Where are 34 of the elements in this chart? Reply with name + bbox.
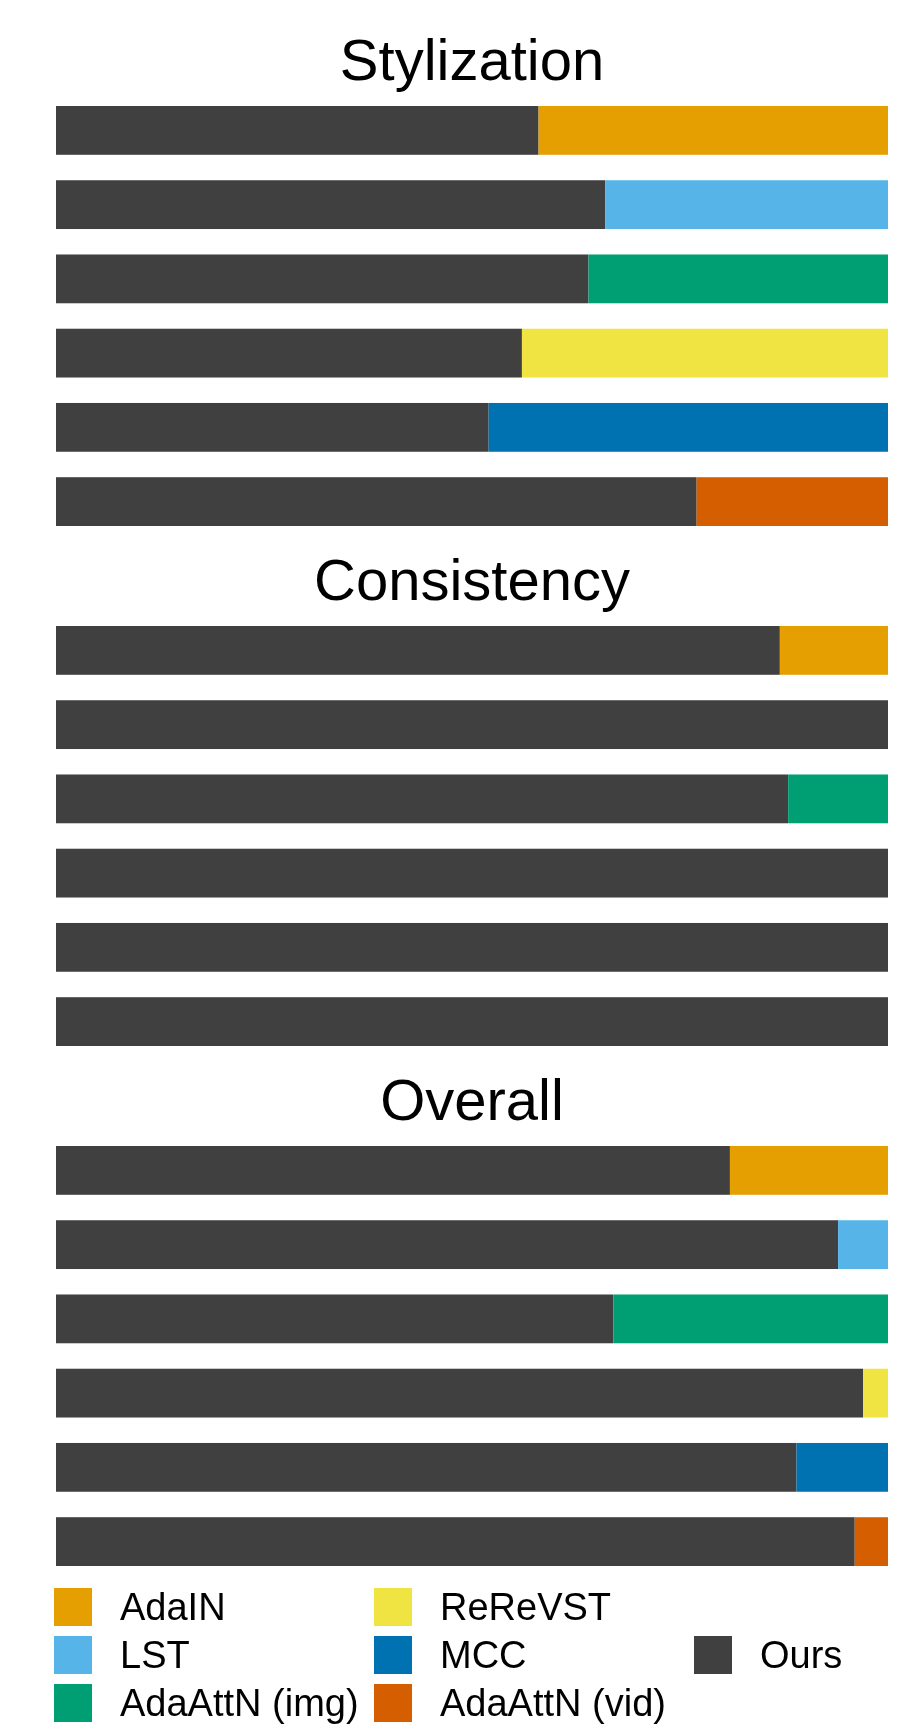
bar [56,106,539,155]
bar [796,1442,888,1492]
bar [588,254,888,304]
legend-label: LST [120,1634,190,1676]
bar [696,477,888,526]
bar [56,1368,864,1418]
legend-label: AdaAttN (vid) [440,1682,666,1724]
bar [729,1146,888,1195]
bar [854,1517,888,1566]
bar [838,1220,888,1270]
chart-title: Stylization [339,27,605,92]
bar [488,402,888,452]
legend-label: Ours [760,1634,843,1676]
bar [521,328,888,378]
bar [56,1294,614,1344]
chart-title: Consistency [314,547,630,612]
bar [56,1442,797,1492]
bar [56,254,589,304]
legend-label: AdaAttN (img) [120,1682,359,1724]
legend-label: ReReVST [440,1586,612,1628]
chart-title: Overall [380,1067,564,1132]
bar [56,180,606,230]
bar [56,1146,730,1195]
bar [56,1517,855,1566]
bar [56,477,697,526]
bar [56,1220,839,1270]
bar [613,1294,888,1344]
bar [605,180,888,230]
legend-label: MCC [440,1634,527,1676]
bar [538,106,888,155]
bar [863,1368,888,1418]
bar [56,328,522,378]
bar [56,402,489,452]
legend-label: AdaIN [120,1586,226,1628]
